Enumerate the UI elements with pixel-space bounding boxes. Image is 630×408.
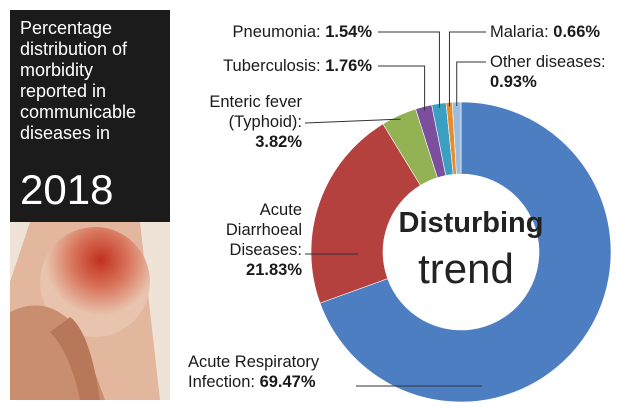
category-label: Tuberculosis: [223, 57, 321, 75]
value-label: 0.93% [490, 73, 537, 91]
slice-label: Tuberculosis: 1.76% [160, 56, 372, 76]
category-label: Pneumonia: [233, 23, 321, 41]
slice-label: Malaria: 0.66% [490, 22, 630, 42]
category-label: Malaria: [490, 23, 549, 41]
value-label: 3.82% [255, 133, 302, 151]
value-label: 1.54% [325, 23, 372, 41]
category-label: Other diseases: [490, 53, 606, 71]
slice-label: Acute Respiratory Infection: 69.47% [188, 352, 388, 392]
value-label: 0.66% [553, 23, 600, 41]
category-label: Acute Diarrhoeal Diseases: [226, 201, 302, 259]
leader-line [378, 66, 425, 111]
slice-label: Other diseases: 0.93% [490, 52, 630, 92]
value-label: 21.83% [246, 261, 302, 279]
infographic: Percentage distribution of morbidity rep… [0, 0, 630, 408]
category-label: Enteric fever (Typhoid): [209, 93, 302, 131]
leader-line [457, 62, 486, 106]
slice-label: Acute Diarrhoeal Diseases: 21.83% [190, 200, 302, 280]
center-text: trend [418, 245, 514, 292]
slice-label: Enteric fever (Typhoid): 3.82% [200, 92, 302, 152]
value-label: 69.47% [260, 373, 316, 391]
leader-line [449, 32, 486, 106]
leader-line [378, 32, 439, 108]
slice-label: Pneumonia: 1.54% [160, 22, 372, 42]
value-label: 1.76% [325, 57, 372, 75]
center-text: Disturbing [399, 207, 544, 239]
